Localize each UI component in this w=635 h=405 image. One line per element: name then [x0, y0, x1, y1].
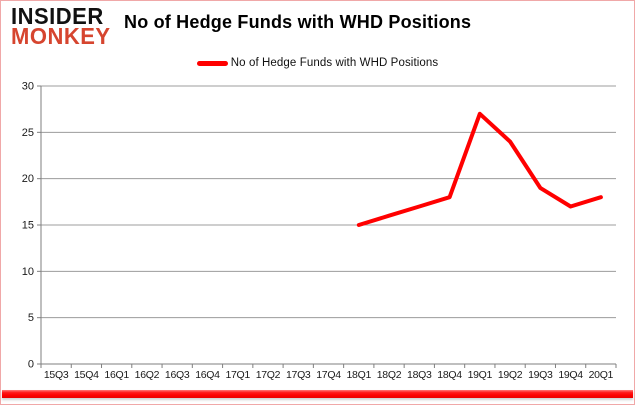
line-chart-plot-area: 0 5 10 15 20 25 30 15Q3 15Q4 16Q1 16Q2 16Q3 16Q4 17Q1… [1, 81, 634, 386]
x-tick-label: 16Q4 [195, 369, 220, 381]
y-tick-label: 5 [28, 312, 34, 324]
y-tick-label: 10 [22, 266, 34, 278]
y-tick-label: 0 [28, 359, 34, 371]
y-tick-label: 25 [22, 127, 34, 139]
x-tick-label: 17Q2 [256, 369, 281, 381]
x-tick-label: 19Q3 [528, 369, 553, 381]
x-tick-label: 17Q3 [286, 369, 311, 381]
logo-insider-text: INSIDER [11, 2, 104, 30]
x-tick-label: 19Q2 [498, 369, 523, 381]
x-tick-label: 16Q3 [165, 369, 190, 381]
bottom-red-bar [2, 390, 633, 398]
x-tick-label: 19Q1 [468, 369, 493, 381]
gridlines [41, 85, 616, 319]
logo-monkey-text: MONKEY [11, 23, 111, 50]
x-tick-label: 19Q4 [558, 369, 583, 381]
chart-title: No of Hedge Funds with WHD Positions [124, 12, 472, 32]
y-tick-label: 15 [22, 220, 34, 232]
y-tick-label: 20 [22, 173, 34, 185]
y-tick-label: 30 [22, 81, 34, 93]
x-tick-label: 18Q2 [377, 369, 402, 381]
legend-label: No of Hedge Funds with WHD Positions [230, 57, 439, 69]
x-axis-labels: 15Q3 15Q4 16Q1 16Q2 16Q3 16Q4 17Q1 17Q2 17Q3 17Q4… [40, 364, 617, 381]
y-axis-labels: 0 5 10 15 20 25 30 [22, 81, 41, 371]
x-tick-label: 18Q3 [407, 369, 432, 381]
x-tick-label: 20Q1 [589, 369, 614, 381]
series-line [356, 111, 603, 227]
legend-line-swatch [196, 60, 228, 66]
chart-legend: No of Hedge Funds with WHD Positions [1, 57, 634, 69]
x-tick-label: 18Q1 [347, 369, 372, 381]
line-chart-svg: 0 5 10 15 20 25 30 15Q3 15Q4 16Q1 16Q2 16Q3 16Q4 17Q1… [22, 81, 617, 381]
x-tick-label: 15Q4 [74, 369, 99, 381]
x-tick-label: 17Q4 [316, 369, 341, 381]
insider-monkey-logo: INSIDER MONKEY [11, 2, 111, 50]
x-tick-label: 15Q3 [44, 369, 69, 381]
x-tick-label: 18Q4 [437, 369, 462, 381]
x-tick-label: 16Q1 [104, 369, 129, 381]
x-tick-label: 17Q1 [225, 369, 250, 381]
x-tick-label: 16Q2 [135, 369, 160, 381]
